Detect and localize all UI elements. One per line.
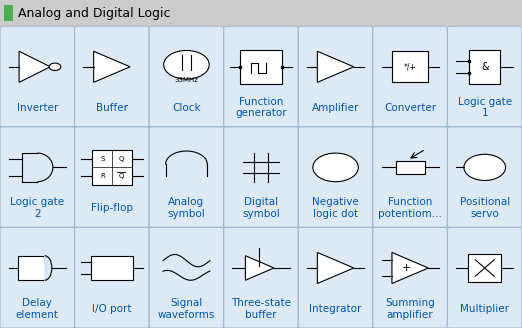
FancyBboxPatch shape <box>447 227 522 328</box>
Text: Function
potentiom...: Function potentiom... <box>378 197 442 219</box>
FancyBboxPatch shape <box>469 50 500 84</box>
Text: Digital
symbol: Digital symbol <box>242 197 280 219</box>
Circle shape <box>49 63 61 71</box>
Text: S: S <box>100 156 105 162</box>
FancyBboxPatch shape <box>224 227 298 328</box>
FancyBboxPatch shape <box>75 127 149 227</box>
FancyBboxPatch shape <box>373 127 447 227</box>
FancyBboxPatch shape <box>149 227 224 328</box>
Text: Delay
element: Delay element <box>16 298 59 320</box>
Circle shape <box>464 154 505 180</box>
Text: Logic gate
2: Logic gate 2 <box>10 197 64 219</box>
Polygon shape <box>245 256 274 280</box>
Text: Q: Q <box>118 156 124 162</box>
FancyBboxPatch shape <box>92 150 132 185</box>
FancyBboxPatch shape <box>447 26 522 127</box>
Text: I/O port: I/O port <box>92 304 132 314</box>
FancyBboxPatch shape <box>298 227 373 328</box>
FancyBboxPatch shape <box>149 127 224 227</box>
FancyBboxPatch shape <box>396 161 425 174</box>
FancyBboxPatch shape <box>91 256 133 280</box>
FancyBboxPatch shape <box>224 127 298 227</box>
Text: Signal
waveforms: Signal waveforms <box>158 298 215 320</box>
Text: Converter: Converter <box>384 103 436 113</box>
Circle shape <box>164 51 209 79</box>
Text: Amplifier: Amplifier <box>312 103 359 113</box>
Text: R: R <box>100 173 105 178</box>
FancyBboxPatch shape <box>447 127 522 227</box>
FancyBboxPatch shape <box>4 5 13 21</box>
FancyBboxPatch shape <box>75 227 149 328</box>
FancyBboxPatch shape <box>373 26 447 127</box>
FancyBboxPatch shape <box>0 26 75 127</box>
Text: Analog
symbol: Analog symbol <box>168 197 205 219</box>
FancyBboxPatch shape <box>224 26 298 127</box>
Text: Analog and Digital Logic: Analog and Digital Logic <box>18 7 171 20</box>
Text: 33MHz: 33MHz <box>174 77 198 83</box>
Polygon shape <box>93 51 130 82</box>
Text: Negative
logic dot: Negative logic dot <box>312 197 359 219</box>
Text: Clock: Clock <box>172 103 201 113</box>
Text: Flip-flop: Flip-flop <box>91 203 133 213</box>
FancyBboxPatch shape <box>392 51 429 82</box>
Text: Three-state
buffer: Three-state buffer <box>231 298 291 320</box>
Polygon shape <box>317 51 354 82</box>
Polygon shape <box>317 253 354 283</box>
Text: Inverter: Inverter <box>17 103 58 113</box>
FancyBboxPatch shape <box>0 0 522 26</box>
FancyBboxPatch shape <box>373 227 447 328</box>
Circle shape <box>313 153 358 182</box>
FancyBboxPatch shape <box>240 50 282 84</box>
Text: Logic gate
1: Logic gate 1 <box>458 97 512 118</box>
Text: Summing
amplifier: Summing amplifier <box>385 298 435 320</box>
Polygon shape <box>392 253 429 283</box>
Text: Q: Q <box>118 173 124 178</box>
Text: */+: */+ <box>404 62 417 71</box>
FancyBboxPatch shape <box>468 254 501 282</box>
Text: Positional
servo: Positional servo <box>459 197 510 219</box>
Text: Integrator: Integrator <box>310 304 362 314</box>
Text: Function
generator: Function generator <box>235 97 287 118</box>
FancyBboxPatch shape <box>298 26 373 127</box>
Text: +: + <box>401 263 411 273</box>
FancyBboxPatch shape <box>75 26 149 127</box>
Text: Multiplier: Multiplier <box>460 304 509 314</box>
FancyBboxPatch shape <box>18 256 44 280</box>
FancyBboxPatch shape <box>298 127 373 227</box>
FancyBboxPatch shape <box>0 227 75 328</box>
FancyBboxPatch shape <box>149 26 224 127</box>
Text: Buffer: Buffer <box>96 103 128 113</box>
Text: &: & <box>481 62 489 72</box>
FancyBboxPatch shape <box>0 127 75 227</box>
Polygon shape <box>19 51 50 82</box>
